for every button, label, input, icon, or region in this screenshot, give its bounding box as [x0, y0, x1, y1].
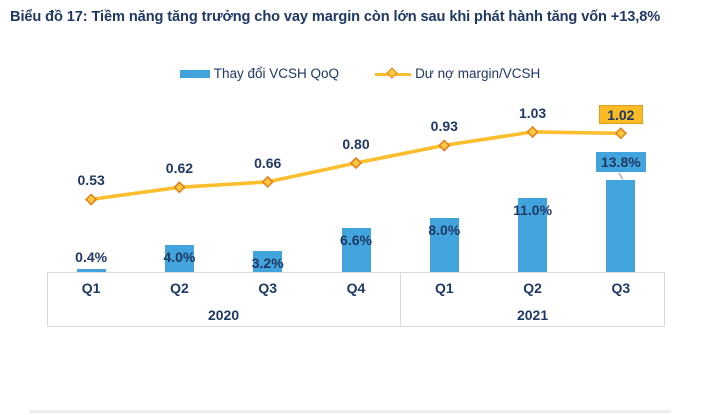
- line-point-diamond-icon: [173, 181, 186, 194]
- chart-title: Biểu đồ 17: Tiềm năng tăng trưởng cho va…: [10, 9, 661, 25]
- x-axis-label: Q4: [346, 280, 366, 296]
- legend-bar-label: Thay đổi VCSH QoQ: [213, 66, 340, 81]
- x-axis-label: Q3: [611, 280, 631, 296]
- bar-value-callout: 13.8%: [595, 152, 646, 172]
- bar-value-label: 11.0%: [513, 202, 553, 219]
- x-axis-box: [47, 272, 665, 327]
- x-axis-label: Q2: [170, 280, 189, 296]
- bar-value-label: 6.6%: [340, 231, 372, 248]
- legend-item-line-series: Dư nợ margin/VCSH: [375, 66, 540, 81]
- line-point-diamond-icon: [438, 139, 451, 152]
- bar-value-label: 4.0%: [163, 249, 196, 266]
- legend-item-bar-series: Thay đổi VCSH QoQ: [179, 66, 340, 81]
- bar-value-label: 8.0%: [428, 222, 461, 239]
- line-point-diamond-icon: [614, 127, 627, 140]
- line-value-highlight-box: 1.02: [598, 105, 643, 124]
- line-point-diamond-icon: [526, 125, 539, 139]
- line-series-marker-icon: [375, 66, 412, 79]
- bar-value-label: 0.4%: [75, 249, 108, 265]
- line-point-diamond-icon: [85, 193, 98, 206]
- x-axis-label: Q1: [434, 280, 454, 296]
- x-axis-label: Q3: [258, 280, 278, 296]
- x-axis-year-label: 2020: [207, 307, 240, 323]
- line-value-label: 1.03: [518, 104, 547, 121]
- x-axis-year-label: 2021: [516, 307, 549, 323]
- page-bottom-divider: [29, 410, 671, 413]
- bar: [518, 198, 548, 272]
- bar-series-swatch-icon: [179, 69, 210, 78]
- x-axis-label: Q2: [523, 280, 542, 296]
- line-point-diamond-icon: [261, 175, 274, 189]
- line-value-label: 0.66: [254, 154, 282, 171]
- bar: [253, 250, 283, 272]
- legend-line-label: Dư nợ margin/VCSH: [415, 66, 541, 81]
- line-point-diamond-icon: [349, 156, 363, 170]
- x-axis-label: Q1: [81, 280, 101, 296]
- bar: [341, 227, 371, 272]
- line-value-label: 0.53: [77, 172, 105, 189]
- chart-legend: Thay đổi VCSH QoQ Dư nợ margin/VCSH: [0, 66, 720, 81]
- callout-connector-line: [618, 172, 624, 180]
- bar: [429, 218, 459, 272]
- bar: [606, 179, 636, 272]
- bar: [164, 245, 194, 272]
- bar-value-label: 3.2%: [251, 254, 284, 271]
- line-value-label: 0.93: [430, 118, 458, 135]
- bar: [76, 269, 106, 272]
- line-value-label: 0.80: [342, 136, 370, 152]
- x-axis-year-divider: [400, 272, 402, 327]
- line-value-label: 0.62: [165, 160, 194, 177]
